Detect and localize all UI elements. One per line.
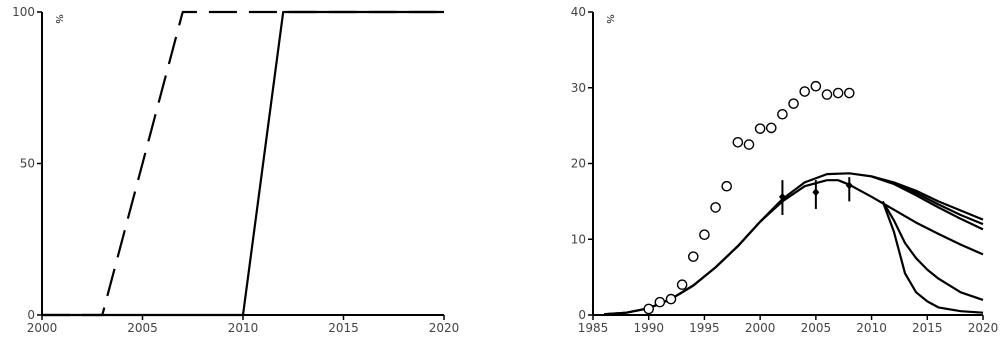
- y-tick-label: 30: [571, 81, 586, 95]
- x-tick-label: 2005: [801, 321, 832, 335]
- data-point-circle: [699, 229, 710, 241]
- x-tick-label: 1995: [689, 321, 720, 335]
- x-tick-label: 2015: [912, 321, 943, 335]
- data-point-circle: [654, 296, 666, 308]
- x-tick-label: 2015: [328, 321, 359, 335]
- data-point-circle: [710, 202, 721, 213]
- data-point-circle: [743, 139, 755, 150]
- x-tick-label: 2020: [429, 321, 460, 335]
- x-tick-label: 2010: [228, 321, 259, 335]
- y-tick-label: 0: [578, 308, 586, 322]
- data-point-circle: [721, 180, 733, 192]
- data-point-circle: [687, 251, 699, 262]
- unit-label: %: [604, 14, 615, 24]
- data-point-circle: [821, 89, 833, 100]
- y-tick-label: 100: [12, 5, 35, 19]
- series-line-1: [42, 10, 444, 317]
- x-tick-label: 2000: [27, 321, 58, 335]
- y-tick-label: 20: [571, 157, 586, 171]
- data-point-circle: [676, 279, 688, 291]
- data-point-circle: [810, 80, 822, 92]
- y-tick-label: 50: [20, 157, 35, 171]
- series-line-5: [881, 200, 984, 301]
- y-tick-label: 10: [571, 232, 586, 246]
- y-tick-label: 40: [571, 5, 586, 19]
- x-tick-label: 1990: [633, 321, 664, 335]
- unit-label: %: [53, 14, 64, 24]
- series-line-6: [881, 201, 984, 314]
- x-tick-label: 1985: [578, 321, 609, 335]
- x-tick-label: 2005: [127, 321, 158, 335]
- data-point-diamond: [778, 192, 786, 201]
- left-chart: 0 50 100 2000 2005 2010 2015 2020%: [12, 5, 459, 335]
- data-point-diamond: [845, 181, 853, 190]
- x-tick-label: 2010: [856, 321, 887, 335]
- data-point-circle: [765, 122, 777, 134]
- x-tick-label: 2000: [745, 321, 776, 335]
- x-tick-label: 2020: [968, 321, 999, 335]
- data-point-circle: [665, 293, 677, 305]
- right-chart: 0 10 20 30 40 1985 1990 1995 2000 2005 2010 2015 202…: [571, 5, 999, 335]
- data-point-circle: [832, 87, 844, 99]
- data-point-circle: [788, 98, 799, 109]
- data-point-diamond: [812, 188, 820, 197]
- data-point-circle: [643, 303, 655, 315]
- data-point-circle: [754, 123, 766, 134]
- data-point-circle: [843, 87, 855, 99]
- data-point-circle: [799, 86, 811, 97]
- data-point-circle: [732, 136, 744, 148]
- series-line-3: [871, 175, 984, 231]
- series-line-2: [42, 10, 444, 317]
- data-point-circle: [777, 108, 788, 120]
- y-tick-label: 0: [27, 308, 35, 322]
